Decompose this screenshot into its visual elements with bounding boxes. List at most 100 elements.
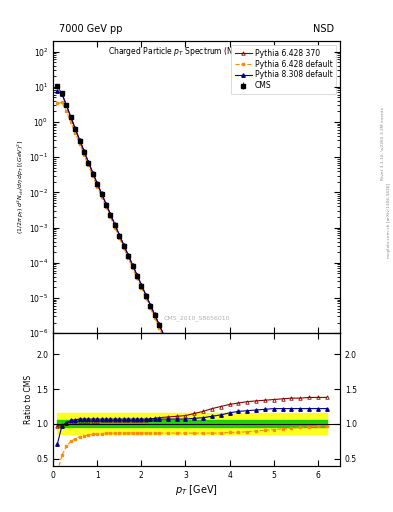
Pythia 8.308 default	[143, 291, 148, 297]
Text: Charged Particle $p_T$ Spectrum (NSD, $|\eta|$ < 2.4): Charged Particle $p_T$ Spectrum (NSD, $|…	[108, 46, 285, 58]
Pythia 8.308 default	[183, 379, 188, 386]
Line: Pythia 6.428 default: Pythia 6.428 default	[56, 101, 328, 512]
Pythia 8.308 default	[112, 221, 117, 227]
Pythia 6.428 default	[104, 204, 108, 210]
Pythia 8.308 default	[64, 102, 69, 108]
Pythia 8.308 default	[201, 417, 206, 423]
Pythia 6.428 370	[82, 148, 86, 154]
Pythia 6.428 370	[64, 102, 69, 108]
Pythia 6.428 370	[130, 262, 135, 268]
Pythia 8.308 default	[90, 169, 95, 176]
Pythia 6.428 370	[73, 125, 77, 132]
Pythia 6.428 370	[245, 508, 250, 512]
Pythia 6.428 default	[209, 439, 214, 445]
Pythia 6.428 370	[148, 302, 152, 308]
Line: Pythia 6.428 370: Pythia 6.428 370	[56, 84, 329, 512]
Pythia 6.428 default	[55, 100, 60, 106]
Pythia 6.428 default	[82, 152, 86, 158]
Pythia 6.428 default	[90, 173, 95, 179]
Pythia 8.308 default	[121, 242, 126, 248]
Pythia 8.308 default	[134, 272, 139, 278]
Pythia 6.428 370	[143, 292, 148, 298]
Pythia 6.428 370	[201, 416, 206, 422]
Pythia 6.428 370	[90, 170, 95, 176]
Pythia 6.428 370	[174, 359, 179, 366]
Pythia 6.428 default	[121, 245, 126, 251]
Pythia 8.308 default	[86, 159, 91, 165]
Pythia 8.308 default	[219, 454, 223, 460]
Y-axis label: $(1/2\pi\,p_T)\,d^2N_{ch}/d\eta\,dp_T\,[(GeV)^2]$: $(1/2\pi\,p_T)\,d^2N_{ch}/d\eta\,dp_T\,[…	[16, 140, 26, 234]
Pythia 6.428 default	[152, 314, 157, 321]
Pythia 8.308 default	[157, 321, 162, 327]
Pythia 6.428 default	[64, 108, 69, 114]
Pythia 6.428 370	[126, 252, 130, 258]
Pythia 6.428 default	[99, 194, 104, 200]
Pythia 6.428 370	[86, 159, 91, 165]
Pythia 8.308 default	[77, 137, 82, 143]
Pythia 6.428 370	[99, 190, 104, 197]
Text: NSD: NSD	[313, 24, 334, 34]
Pythia 8.308 default	[245, 509, 250, 512]
Pythia 8.308 default	[108, 211, 113, 217]
Pythia 8.308 default	[192, 398, 196, 404]
Pythia 8.308 default	[227, 472, 232, 478]
Pythia 6.428 370	[183, 378, 188, 385]
Text: CMS_2010_S8656010: CMS_2010_S8656010	[163, 316, 230, 322]
Pythia 8.308 default	[68, 114, 73, 120]
Pythia 6.428 default	[117, 234, 121, 241]
Pythia 8.308 default	[174, 360, 179, 367]
Pythia 6.428 default	[143, 295, 148, 301]
Pythia 6.428 370	[108, 211, 113, 218]
Pythia 6.428 default	[183, 382, 188, 389]
Pythia 6.428 370	[104, 201, 108, 207]
Pythia 6.428 default	[192, 401, 196, 408]
Pythia 6.428 default	[95, 183, 99, 189]
Pythia 6.428 370	[157, 321, 162, 327]
Pythia 6.428 370	[59, 91, 64, 97]
Pythia 6.428 default	[68, 119, 73, 125]
Text: 7000 GeV pp: 7000 GeV pp	[59, 24, 122, 34]
Pythia 8.308 default	[99, 190, 104, 197]
Pythia 8.308 default	[104, 201, 108, 207]
Pythia 8.308 default	[152, 311, 157, 317]
Pythia 6.428 370	[192, 397, 196, 403]
Pythia 8.308 default	[139, 282, 144, 288]
Pythia 6.428 370	[209, 434, 214, 440]
Pythia 6.428 370	[134, 272, 139, 278]
Line: Pythia 8.308 default: Pythia 8.308 default	[56, 89, 329, 512]
Pythia 6.428 default	[157, 325, 162, 331]
Pythia 8.308 default	[126, 251, 130, 258]
Pythia 6.428 default	[112, 224, 117, 230]
Pythia 6.428 default	[108, 214, 113, 220]
Pythia 6.428 370	[117, 232, 121, 238]
Pythia 8.308 default	[73, 125, 77, 132]
Pythia 6.428 370	[236, 489, 241, 496]
Pythia 6.428 370	[112, 222, 117, 228]
Pythia 6.428 370	[165, 340, 170, 347]
Pythia 8.308 default	[82, 147, 86, 154]
Pythia 6.428 default	[165, 344, 170, 350]
Pythia 6.428 default	[77, 141, 82, 147]
Pythia 6.428 370	[55, 83, 60, 90]
Pythia 6.428 370	[219, 452, 223, 458]
Pythia 6.428 default	[134, 275, 139, 281]
Pythia 6.428 default	[219, 458, 223, 464]
Text: Rivet 3.1.10, \u2265 3.2M events: Rivet 3.1.10, \u2265 3.2M events	[381, 107, 385, 180]
Y-axis label: Ratio to CMS: Ratio to CMS	[24, 375, 33, 424]
Pythia 6.428 default	[139, 285, 144, 291]
Pythia 8.308 default	[165, 341, 170, 347]
Pythia 6.428 default	[201, 420, 206, 426]
Pythia 8.308 default	[148, 302, 152, 308]
Pythia 6.428 default	[59, 99, 64, 105]
Legend: Pythia 6.428 370, Pythia 6.428 default, Pythia 8.308 default, CMS: Pythia 6.428 370, Pythia 6.428 default, …	[231, 45, 336, 94]
Pythia 6.428 default	[126, 255, 130, 261]
Pythia 6.428 370	[77, 137, 82, 143]
Pythia 6.428 default	[130, 265, 135, 271]
X-axis label: $p_T$ [GeV]: $p_T$ [GeV]	[175, 482, 218, 497]
Pythia 8.308 default	[95, 180, 99, 186]
Pythia 6.428 default	[227, 477, 232, 483]
Pythia 6.428 default	[174, 364, 179, 370]
Pythia 8.308 default	[55, 88, 60, 94]
Pythia 8.308 default	[236, 491, 241, 497]
Pythia 6.428 370	[139, 282, 144, 288]
